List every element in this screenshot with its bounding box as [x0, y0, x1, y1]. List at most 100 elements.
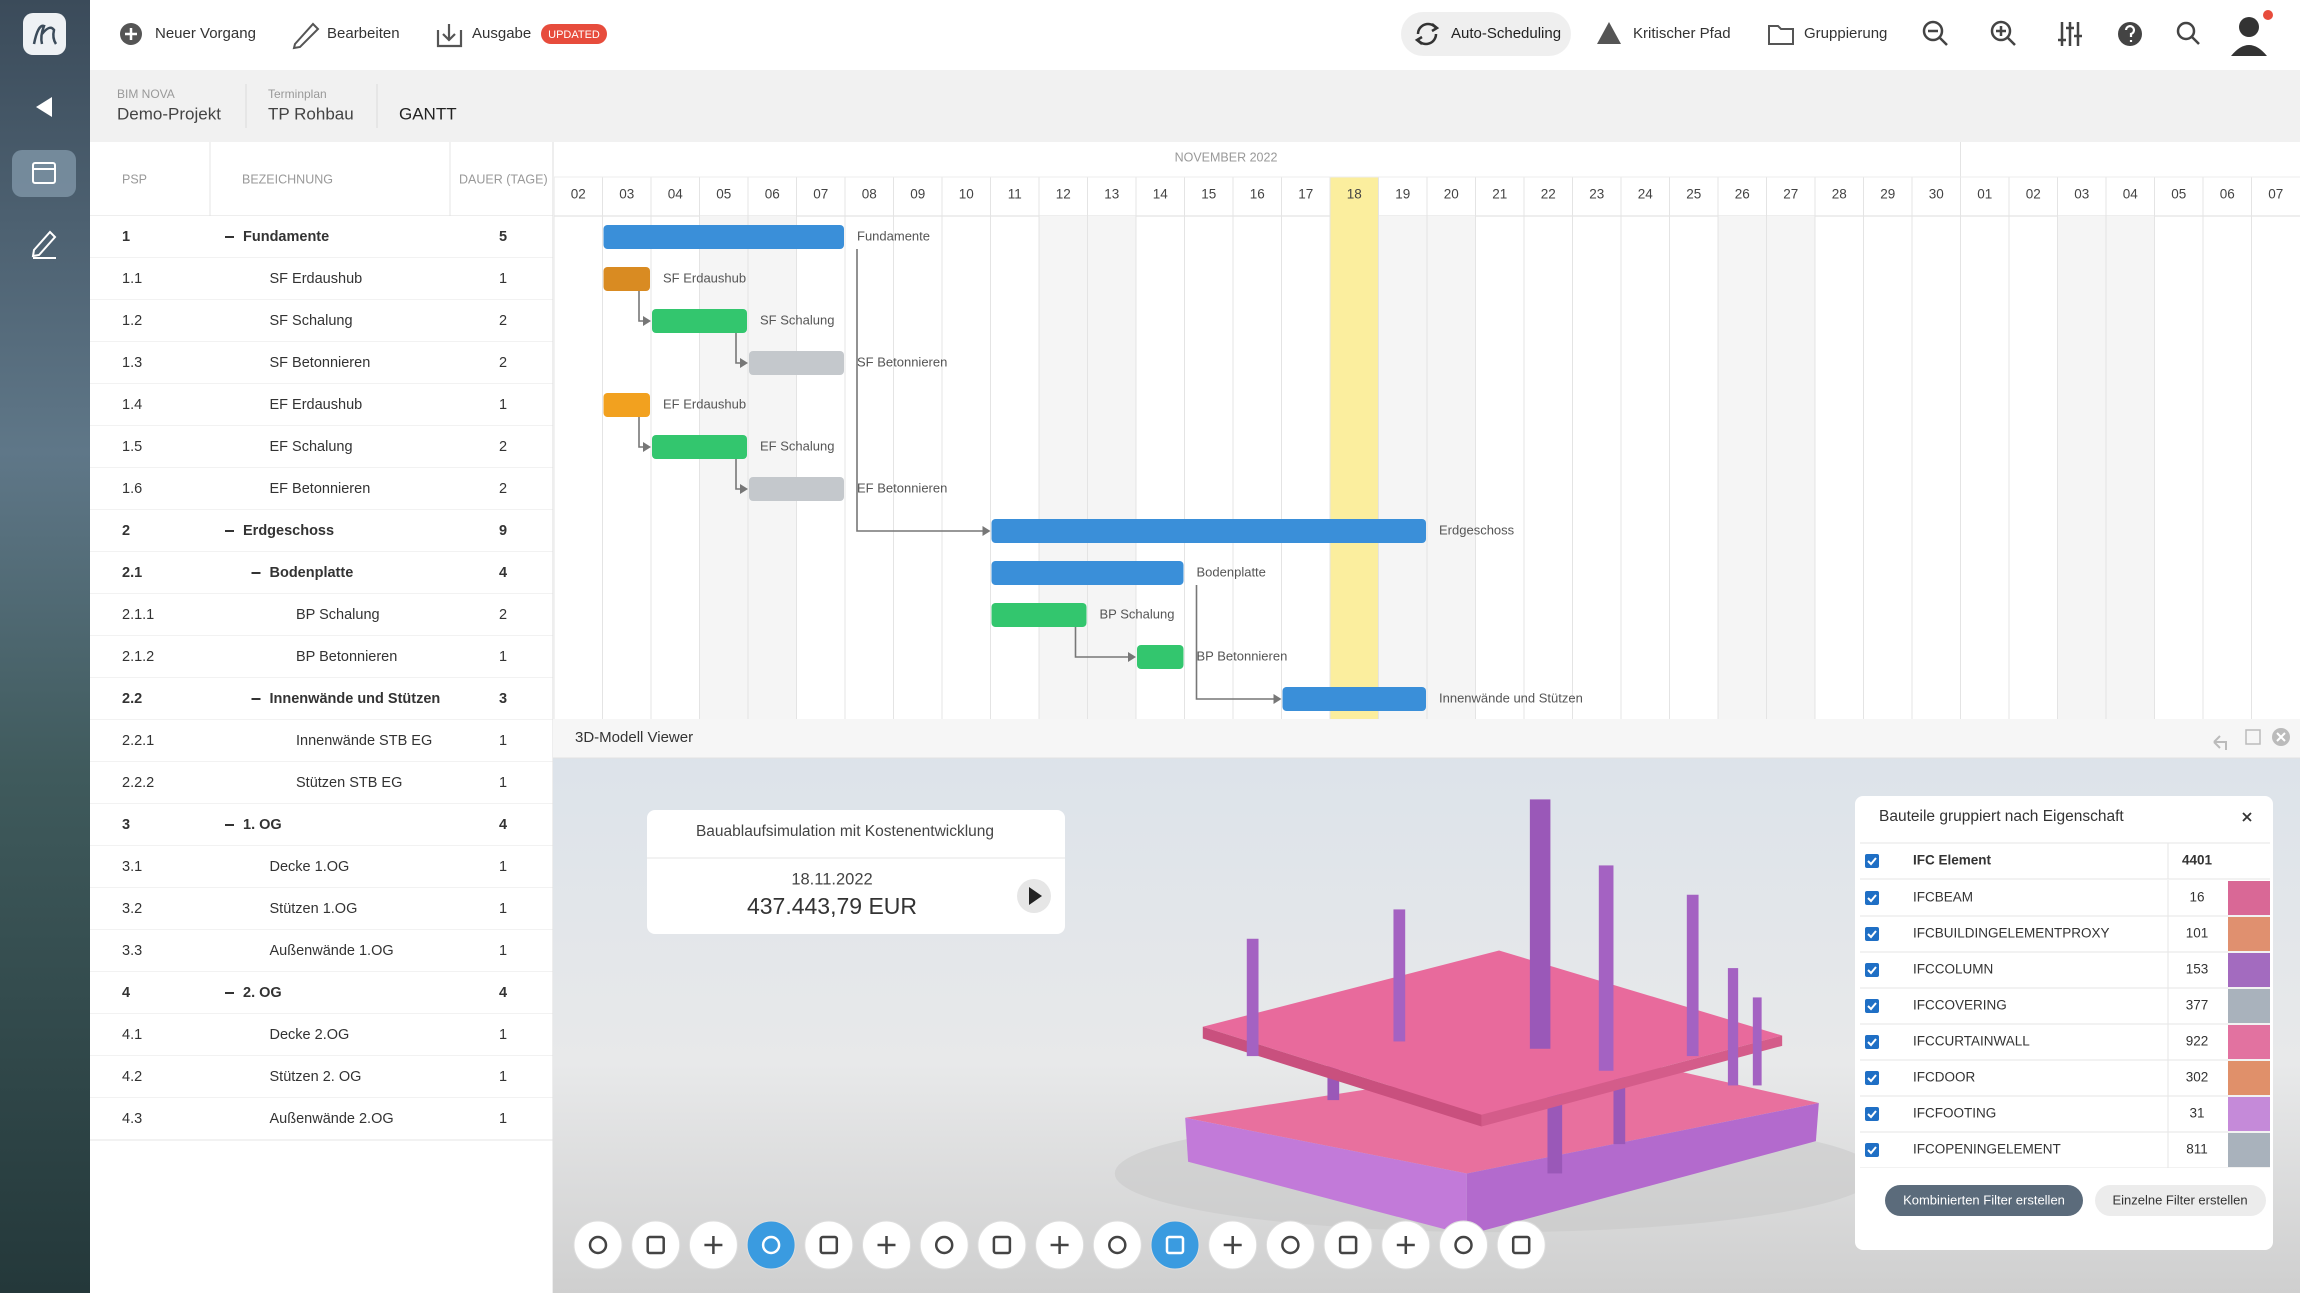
settings-sliders[interactable] — [2058, 22, 2082, 46]
group-icon[interactable] — [1768, 25, 1794, 45]
gantt-bar[interactable] — [603, 393, 651, 417]
table-row[interactable] — [90, 846, 553, 888]
tool-glyph — [1223, 1236, 1242, 1254]
crumb-value[interactable]: Demo-Projekt — [117, 104, 221, 123]
tool-button[interactable] — [1439, 1220, 1488, 1270]
tool-button[interactable] — [1323, 1220, 1373, 1270]
table-row[interactable] — [90, 510, 553, 552]
tool-glyph — [1165, 1235, 1185, 1255]
tool-glyph — [1511, 1235, 1531, 1255]
single-filter-button[interactable] — [2095, 1185, 2266, 1216]
checkbox[interactable] — [1865, 927, 1879, 941]
export-icon[interactable] — [436, 24, 463, 48]
tool-button[interactable] — [1150, 1220, 1200, 1270]
gantt-bar[interactable] — [991, 603, 1087, 627]
checkbox[interactable] — [1865, 963, 1879, 977]
table-row[interactable] — [90, 1098, 553, 1140]
toolbar-export[interactable]: Ausgabe — [472, 25, 531, 42]
gantt-bar[interactable] — [1282, 687, 1427, 711]
checkbox[interactable] — [1865, 1071, 1879, 1085]
help-glyph — [2124, 25, 2136, 42]
combined-filter-label[interactable]: Kombinierten Filter erstellen — [1903, 1192, 2065, 1207]
check — [1867, 857, 1877, 866]
search[interactable] — [2176, 21, 2196, 41]
checkbox[interactable] — [1865, 891, 1879, 905]
table-row[interactable] — [90, 426, 553, 468]
table-row[interactable] — [90, 972, 553, 1014]
table-row[interactable] — [90, 1014, 553, 1056]
auto-scheduling-button[interactable] — [1401, 12, 1571, 56]
toolbar-edit[interactable]: Bearbeiten — [327, 25, 400, 42]
toolbar-new[interactable]: Neuer Vorgang — [155, 25, 256, 42]
table-row[interactable] — [90, 720, 553, 762]
gantt-bar[interactable] — [603, 267, 651, 291]
badge — [541, 24, 607, 44]
nav-edit[interactable] — [31, 230, 57, 259]
gantt-bar[interactable] — [991, 561, 1184, 585]
tool-glyph — [877, 1236, 896, 1254]
column — [1393, 909, 1406, 1042]
tool-button[interactable] — [919, 1220, 969, 1270]
table-row[interactable] — [90, 1056, 553, 1098]
toolbar-auto[interactable]: Auto-Scheduling — [1451, 25, 1561, 42]
weekend-column — [699, 216, 748, 719]
critical-icon[interactable] — [1597, 22, 1621, 44]
crumb-value[interactable]: TP Rohbau — [268, 104, 354, 123]
gantt-bar[interactable] — [749, 351, 844, 375]
table-row[interactable] — [90, 258, 553, 300]
tool-button[interactable] — [573, 1220, 623, 1270]
edit-icon[interactable] — [292, 22, 320, 50]
back-button[interactable] — [36, 97, 52, 117]
maximize-icon[interactable] — [2245, 729, 2261, 745]
checkbox[interactable] — [1865, 1143, 1879, 1157]
gantt-bar[interactable] — [652, 435, 747, 459]
table-row[interactable] — [90, 888, 553, 930]
table-row[interactable] — [90, 636, 553, 678]
tool-button[interactable] — [1496, 1220, 1546, 1270]
table-row[interactable] — [90, 216, 553, 258]
nav-gantt[interactable] — [12, 150, 76, 197]
gantt-bar[interactable] — [1137, 645, 1184, 669]
table-row[interactable] — [90, 594, 553, 636]
zoom-in[interactable] — [1990, 20, 2012, 42]
table-row[interactable] — [90, 552, 553, 594]
gantt-bar[interactable] — [652, 309, 747, 333]
day-label: 13 — [1104, 187, 1119, 202]
single-filter-label[interactable]: Einzelne Filter erstellen — [2112, 1192, 2247, 1207]
base-side — [1466, 1103, 1819, 1236]
day-label: 04 — [668, 187, 684, 202]
toolbar-critical[interactable]: Kritischer Pfad — [1633, 25, 1731, 42]
table-row[interactable] — [90, 384, 553, 426]
tool-button[interactable] — [746, 1220, 796, 1270]
logo[interactable] — [23, 13, 66, 55]
tool-button[interactable] — [1092, 1220, 1142, 1270]
gantt-bar[interactable] — [603, 225, 845, 249]
gantt-bar[interactable] — [991, 519, 1427, 543]
table-row[interactable] — [90, 678, 553, 720]
table-row[interactable] — [90, 342, 553, 384]
day-label: 07 — [813, 187, 828, 202]
tool-button[interactable] — [804, 1220, 854, 1270]
tool-button[interactable] — [631, 1220, 681, 1270]
gantt-bar[interactable] — [749, 477, 844, 501]
day-label: 11 — [1008, 187, 1022, 202]
checkbox[interactable] — [1865, 1035, 1879, 1049]
table-row[interactable] — [90, 300, 553, 342]
table-row[interactable] — [90, 762, 553, 804]
undo-icon[interactable] — [2213, 735, 2227, 750]
checkbox[interactable] — [1865, 854, 1879, 868]
toolbar-group[interactable]: Gruppierung — [1804, 25, 1887, 42]
table-row[interactable] — [90, 930, 553, 972]
table-row[interactable] — [90, 804, 553, 846]
combined-filter-button[interactable] — [1885, 1185, 2083, 1216]
filter-close[interactable] — [2242, 812, 2252, 822]
table-row[interactable] — [90, 468, 553, 510]
dependency-arrow — [982, 526, 991, 536]
model-3d — [1114, 799, 1878, 1236]
tool-button[interactable] — [977, 1220, 1027, 1270]
checkbox[interactable] — [1865, 1107, 1879, 1121]
tool-button[interactable] — [1265, 1220, 1315, 1270]
avatar-head[interactable] — [2239, 17, 2259, 37]
zoom-out[interactable] — [1922, 20, 1944, 42]
checkbox[interactable] — [1865, 999, 1879, 1013]
